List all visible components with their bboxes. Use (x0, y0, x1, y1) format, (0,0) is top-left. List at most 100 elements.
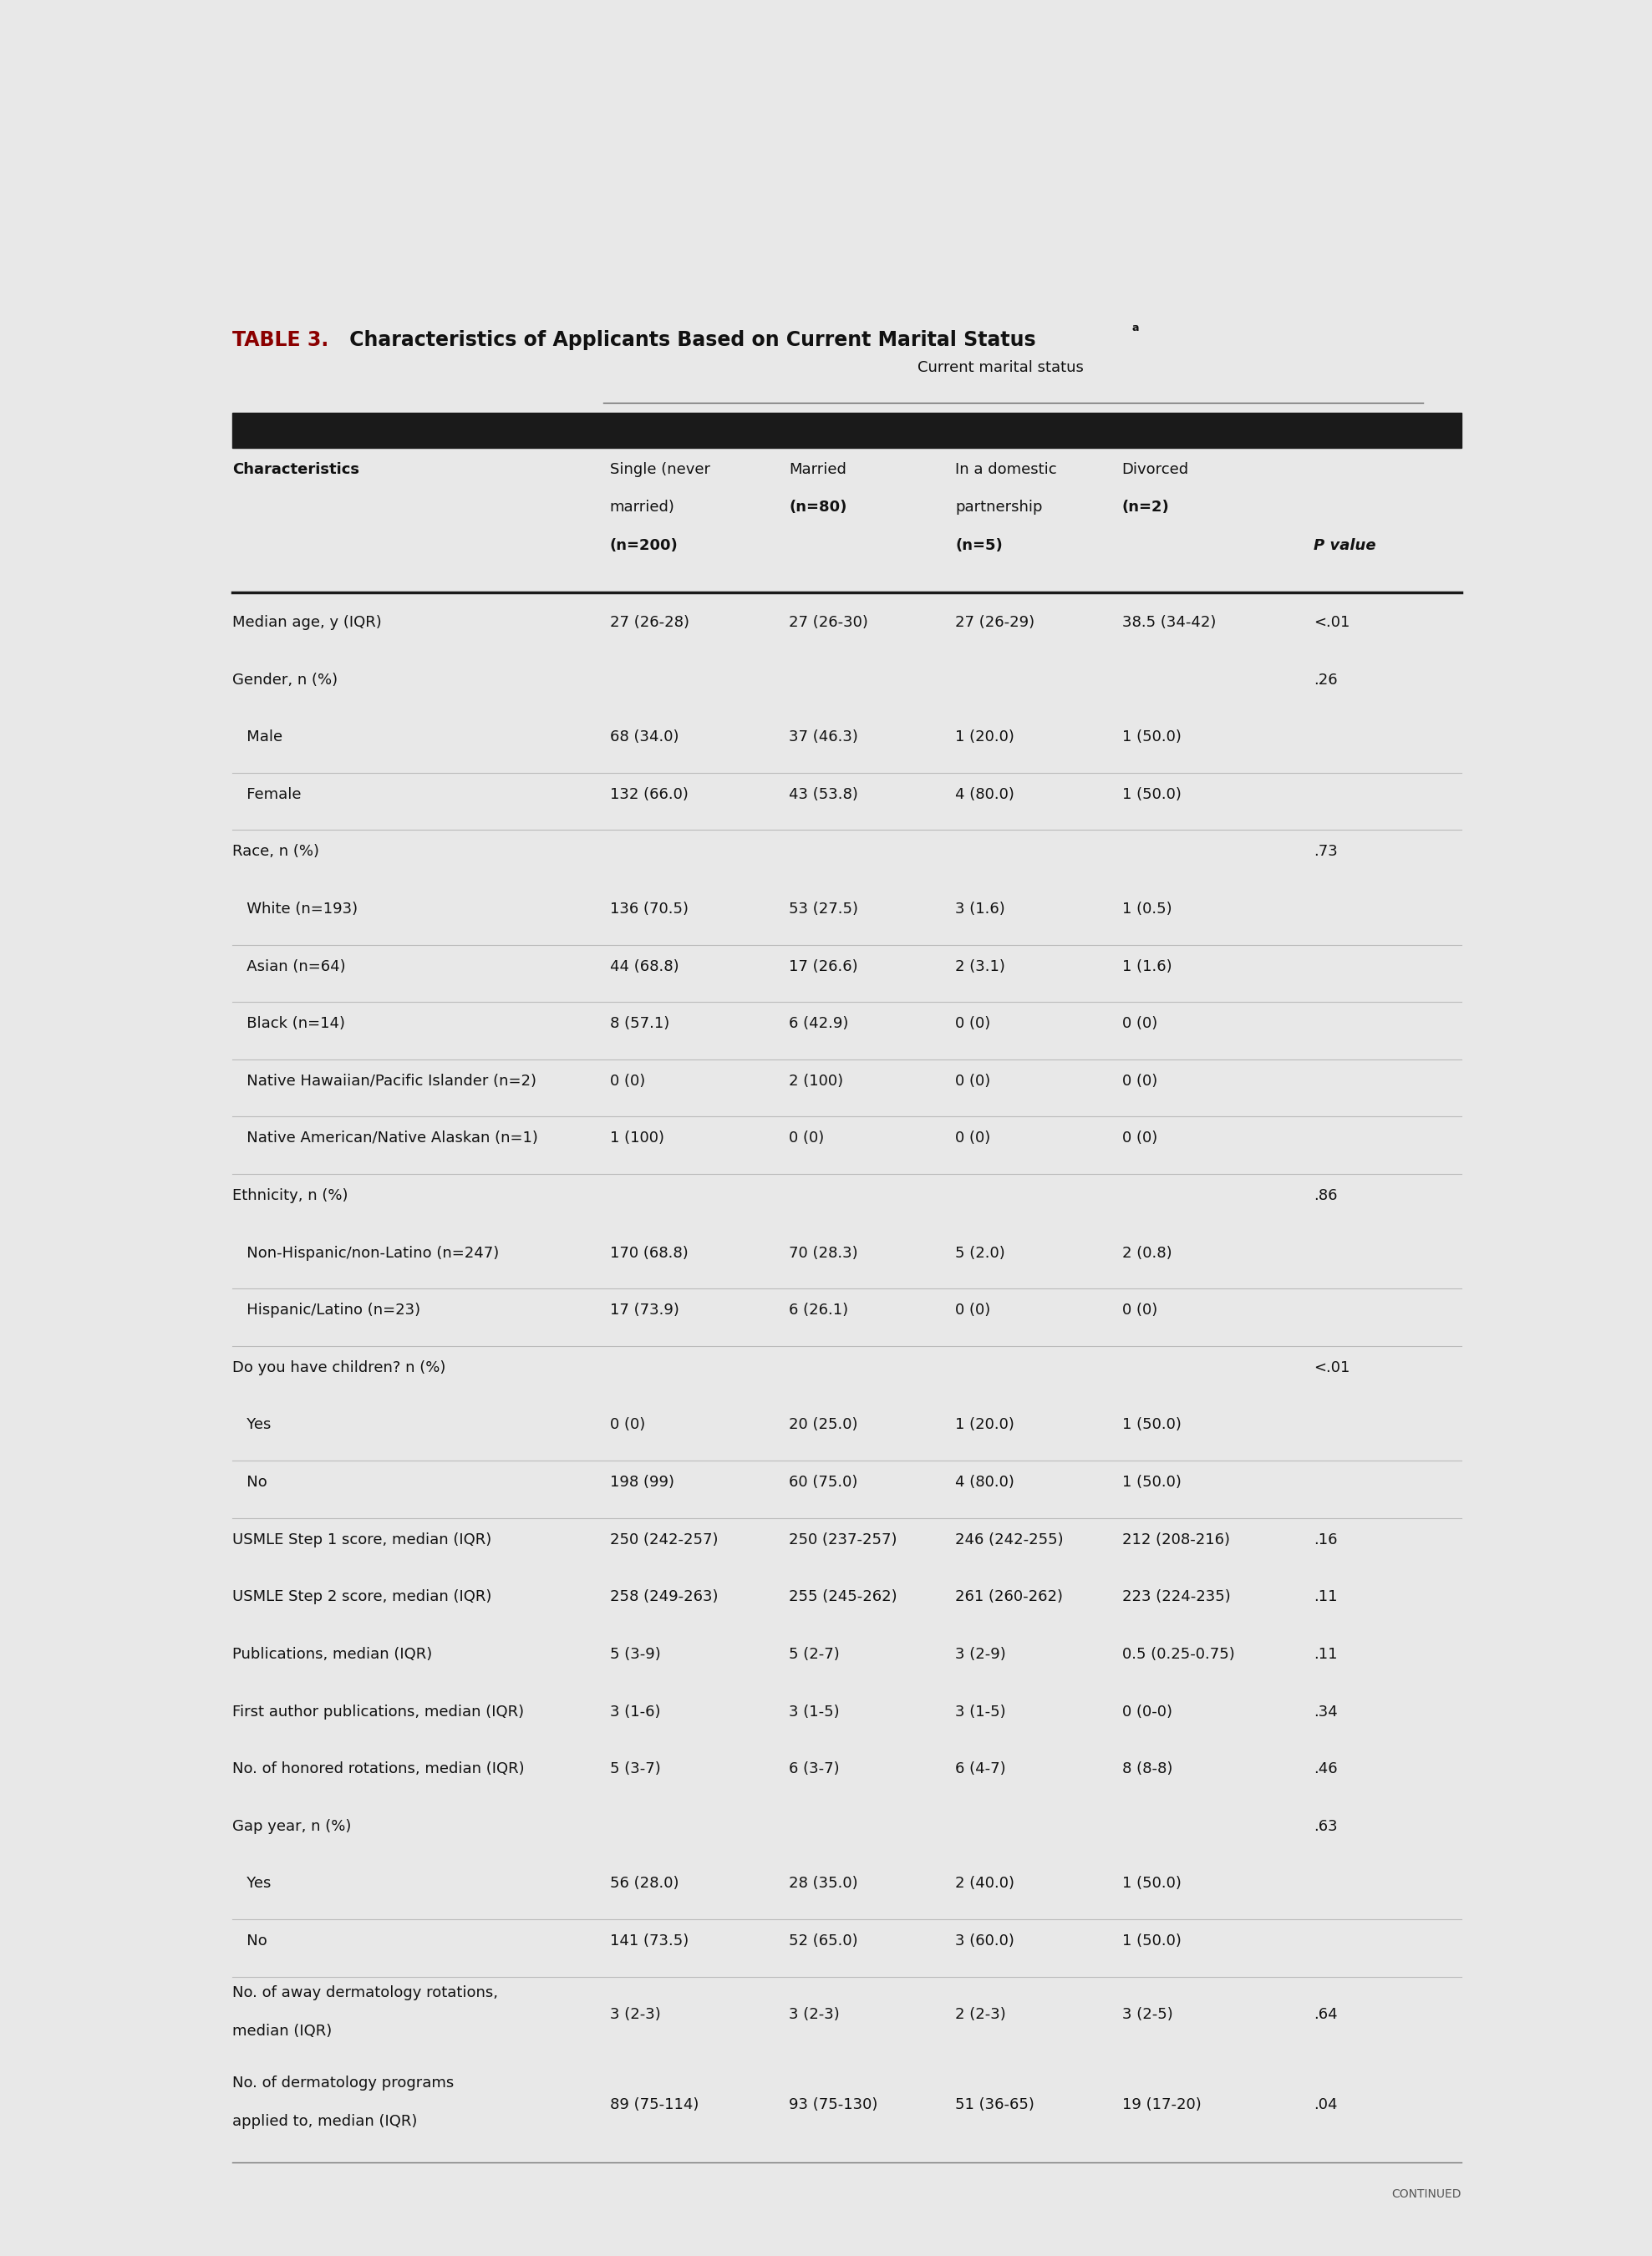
Text: Asian (n=64): Asian (n=64) (231, 959, 345, 975)
Text: 1 (20.0): 1 (20.0) (955, 1417, 1014, 1433)
Text: 4 (80.0): 4 (80.0) (955, 787, 1014, 801)
Text: 250 (237-257): 250 (237-257) (790, 1532, 897, 1548)
Text: In a domestic: In a domestic (955, 462, 1057, 476)
Text: 0 (0): 0 (0) (955, 1074, 991, 1090)
Text: White (n=193): White (n=193) (231, 902, 357, 916)
Text: Married: Married (790, 462, 846, 476)
Text: Race, n (%): Race, n (%) (231, 844, 319, 860)
Text: 3 (2-9): 3 (2-9) (955, 1647, 1006, 1663)
Text: 1 (20.0): 1 (20.0) (955, 729, 1014, 744)
Text: 38.5 (34-42): 38.5 (34-42) (1122, 616, 1216, 629)
Text: 52 (65.0): 52 (65.0) (790, 1933, 857, 1949)
Text: Publications, median (IQR): Publications, median (IQR) (231, 1647, 433, 1663)
Text: No. of honored rotations, median (IQR): No. of honored rotations, median (IQR) (231, 1762, 524, 1775)
Text: 68 (34.0): 68 (34.0) (610, 729, 679, 744)
Text: 0 (0): 0 (0) (790, 1130, 824, 1146)
Text: No. of dermatology programs: No. of dermatology programs (231, 2076, 454, 2091)
Text: 3 (2-3): 3 (2-3) (790, 2008, 839, 2021)
Text: a: a (1132, 323, 1140, 334)
Text: 250 (242-257): 250 (242-257) (610, 1532, 719, 1548)
Text: 2 (3.1): 2 (3.1) (955, 959, 1006, 975)
Text: 27 (26-30): 27 (26-30) (790, 616, 869, 629)
Text: Male: Male (231, 729, 282, 744)
Text: Characteristics: Characteristics (231, 462, 358, 476)
Text: 8 (8-8): 8 (8-8) (1122, 1762, 1173, 1775)
Text: (n=200): (n=200) (610, 539, 677, 553)
Bar (231, 413, 1462, 449)
Text: <.01: <.01 (1313, 1360, 1350, 1376)
Text: .11: .11 (1313, 1590, 1338, 1604)
Text: applied to, median (IQR): applied to, median (IQR) (231, 2114, 416, 2130)
Text: 198 (99): 198 (99) (610, 1475, 674, 1489)
Text: 0.5 (0.25-0.75): 0.5 (0.25-0.75) (1122, 1647, 1234, 1663)
Text: .16: .16 (1313, 1532, 1338, 1548)
Text: TABLE 3.: TABLE 3. (231, 329, 329, 350)
Text: 37 (46.3): 37 (46.3) (790, 729, 859, 744)
Text: .64: .64 (1313, 2008, 1338, 2021)
Text: 1 (50.0): 1 (50.0) (1122, 1877, 1181, 1891)
Text: 258 (249-263): 258 (249-263) (610, 1590, 719, 1604)
Text: Divorced: Divorced (1122, 462, 1189, 476)
Text: 43 (53.8): 43 (53.8) (790, 787, 859, 801)
Text: 6 (26.1): 6 (26.1) (790, 1304, 849, 1318)
Text: Yes: Yes (231, 1417, 271, 1433)
Text: 3 (1-5): 3 (1-5) (955, 1703, 1006, 1719)
Text: 6 (3-7): 6 (3-7) (790, 1762, 839, 1775)
Text: No: No (231, 1933, 268, 1949)
Text: 0 (0): 0 (0) (610, 1417, 644, 1433)
Text: .63: .63 (1313, 1818, 1338, 1834)
Text: Do you have children? n (%): Do you have children? n (%) (231, 1360, 446, 1376)
Text: 6 (4-7): 6 (4-7) (955, 1762, 1006, 1775)
Text: <.01: <.01 (1313, 616, 1350, 629)
Text: Native Hawaiian/Pacific Islander (n=2): Native Hawaiian/Pacific Islander (n=2) (231, 1074, 537, 1090)
Text: Median age, y (IQR): Median age, y (IQR) (231, 616, 382, 629)
Text: 0 (0): 0 (0) (1122, 1130, 1156, 1146)
Text: USMLE Step 2 score, median (IQR): USMLE Step 2 score, median (IQR) (231, 1590, 491, 1604)
Text: 2 (100): 2 (100) (790, 1074, 844, 1090)
Text: 246 (242-255): 246 (242-255) (955, 1532, 1064, 1548)
Text: CONTINUED: CONTINUED (1391, 2188, 1460, 2200)
Text: Gender, n (%): Gender, n (%) (231, 672, 337, 688)
Text: 60 (75.0): 60 (75.0) (790, 1475, 857, 1489)
Text: 5 (3-9): 5 (3-9) (610, 1647, 661, 1663)
Text: 2 (40.0): 2 (40.0) (955, 1877, 1014, 1891)
Text: .46: .46 (1313, 1762, 1338, 1775)
Text: (n=5): (n=5) (955, 539, 1003, 553)
Text: .86: .86 (1313, 1189, 1338, 1202)
Text: Single (never: Single (never (610, 462, 710, 476)
Text: 27 (26-28): 27 (26-28) (610, 616, 689, 629)
Text: 89 (75-114): 89 (75-114) (610, 2098, 699, 2112)
Text: 44 (68.8): 44 (68.8) (610, 959, 679, 975)
Text: 56 (28.0): 56 (28.0) (610, 1877, 679, 1891)
Text: P value: P value (1313, 539, 1376, 553)
Text: 17 (73.9): 17 (73.9) (610, 1304, 679, 1318)
Text: married): married) (610, 501, 676, 514)
Text: 20 (25.0): 20 (25.0) (790, 1417, 857, 1433)
Text: .11: .11 (1313, 1647, 1338, 1663)
Text: 70 (28.3): 70 (28.3) (790, 1245, 857, 1261)
Text: 17 (26.6): 17 (26.6) (790, 959, 857, 975)
Text: 0 (0-0): 0 (0-0) (1122, 1703, 1171, 1719)
Text: Female: Female (231, 787, 301, 801)
Text: 1 (50.0): 1 (50.0) (1122, 787, 1181, 801)
Text: 261 (260-262): 261 (260-262) (955, 1590, 1064, 1604)
Text: 132 (66.0): 132 (66.0) (610, 787, 689, 801)
Text: 255 (245-262): 255 (245-262) (790, 1590, 897, 1604)
Text: (n=2): (n=2) (1122, 501, 1170, 514)
Text: 1 (100): 1 (100) (610, 1130, 664, 1146)
Text: Ethnicity, n (%): Ethnicity, n (%) (231, 1189, 349, 1202)
Text: Characteristics of Applicants Based on Current Marital Status: Characteristics of Applicants Based on C… (342, 329, 1036, 350)
Text: 0 (0): 0 (0) (955, 1304, 991, 1318)
Text: 212 (208-216): 212 (208-216) (1122, 1532, 1229, 1548)
Text: 1 (50.0): 1 (50.0) (1122, 729, 1181, 744)
Text: partnership: partnership (955, 501, 1042, 514)
Text: 1 (0.5): 1 (0.5) (1122, 902, 1171, 916)
Text: Native American/Native Alaskan (n=1): Native American/Native Alaskan (n=1) (231, 1130, 539, 1146)
Text: 27 (26-29): 27 (26-29) (955, 616, 1034, 629)
Text: 1 (50.0): 1 (50.0) (1122, 1933, 1181, 1949)
Text: 1 (50.0): 1 (50.0) (1122, 1417, 1181, 1433)
Text: 136 (70.5): 136 (70.5) (610, 902, 689, 916)
Text: 51 (36-65): 51 (36-65) (955, 2098, 1034, 2112)
Text: 141 (73.5): 141 (73.5) (610, 1933, 689, 1949)
Text: Non-Hispanic/non-Latino (n=247): Non-Hispanic/non-Latino (n=247) (231, 1245, 499, 1261)
